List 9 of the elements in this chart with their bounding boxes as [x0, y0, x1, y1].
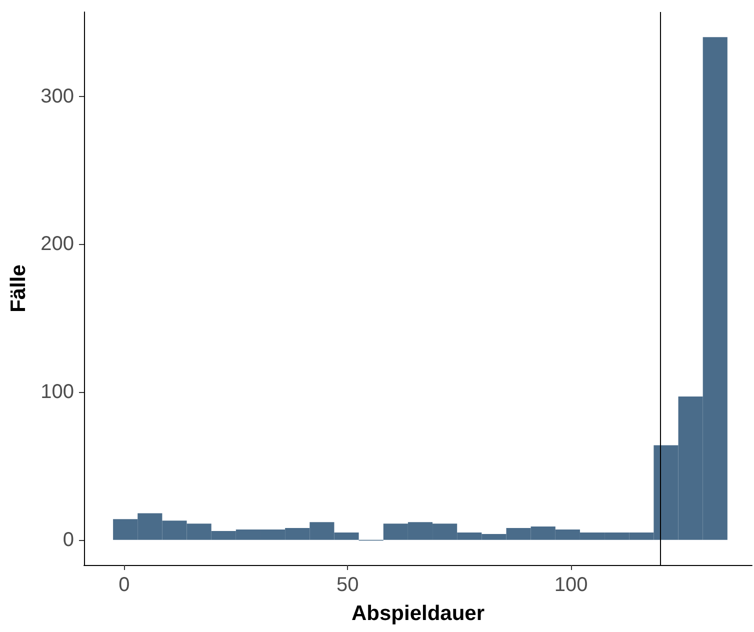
x-tick-label: 100 — [554, 574, 588, 596]
y-tick-label: 200 — [40, 233, 74, 256]
y-tick-label: 100 — [40, 381, 74, 404]
y-axis-title: Fälle — [7, 264, 30, 312]
x-tick-label: 0 — [118, 574, 130, 596]
x-axis-title: Abspieldauer — [351, 602, 485, 625]
y-tick-label: 300 — [40, 85, 74, 108]
x-tick-label: 50 — [336, 574, 359, 596]
y-tick-label: 0 — [62, 528, 74, 551]
